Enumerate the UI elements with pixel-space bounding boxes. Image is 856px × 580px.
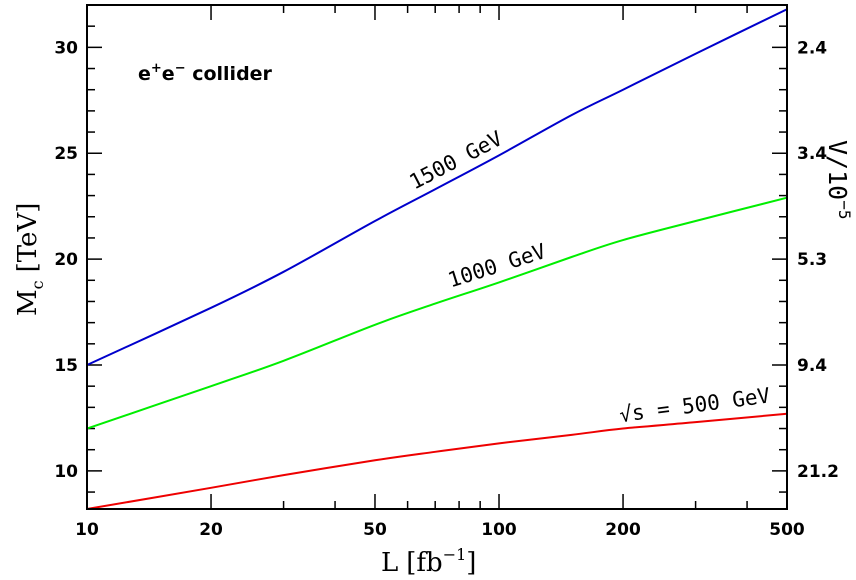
y2-tick-label: 5.3: [797, 250, 827, 270]
plot-frame: [86, 4, 788, 510]
x-axis-title: L [fb−1]: [381, 545, 476, 578]
series-line: [86, 196, 788, 430]
collider-annotation: e+e− collider: [138, 61, 273, 85]
x-tick-label: 20: [199, 520, 223, 540]
x-tick-label: 200: [605, 520, 641, 540]
x-tick-label: 10: [75, 520, 99, 540]
y-tick-label: 10: [54, 462, 78, 482]
y2-axis-title: V/10−5: [823, 140, 854, 219]
y-tick-label: 30: [54, 38, 78, 58]
x-tick-label: 500: [769, 520, 805, 540]
series-label: √s = 500 GeV: [618, 383, 772, 427]
y-tick-label: 25: [54, 144, 78, 164]
y-tick-label: 20: [54, 250, 78, 270]
y2-tick-label: 9.4: [797, 356, 827, 376]
y2-tick-label: 21.2: [797, 462, 839, 482]
x-tick-label: 100: [481, 520, 517, 540]
y2-tick-label: 2.4: [797, 38, 827, 58]
tick-labels: 10 20 50 100 200 500 10 15 20 25 30 21.2 9.4 5.3 3.4 2.…: [54, 38, 839, 540]
x-tick-label: 50: [363, 520, 387, 540]
y2-tick-label: 3.4: [797, 144, 827, 164]
series-label: 1000 GeV: [445, 239, 549, 292]
y-axis-title: Mc[TeV]: [13, 203, 47, 316]
series-line: [86, 412, 788, 510]
y-tick-label: 15: [54, 356, 78, 376]
series-lines: [86, 8, 788, 510]
series-line: [86, 8, 788, 366]
